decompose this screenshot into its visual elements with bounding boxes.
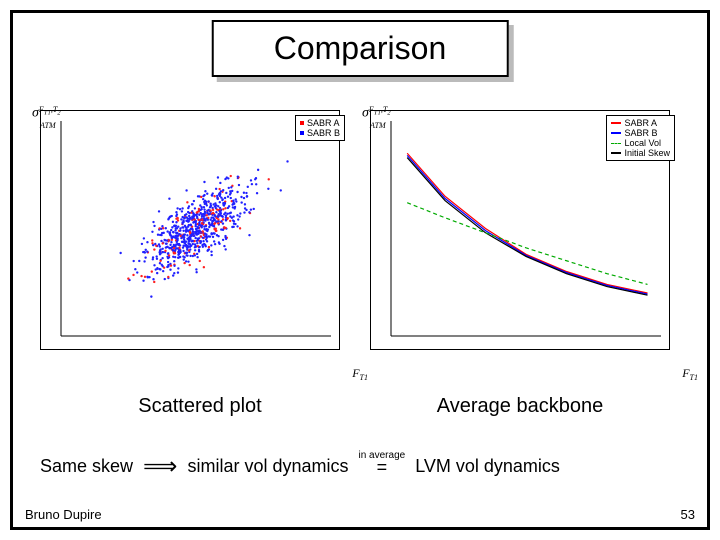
scatter-chart: σFT1,T2ATM SABR A SABR B FT1: [40, 110, 350, 380]
legend-item: SABR A: [300, 118, 340, 128]
legend-label: SABR A: [624, 118, 657, 128]
line-chart: σFT1,T2ATM SABR A SABR B Local Vol Initi…: [370, 110, 680, 380]
legend-label: SABR B: [624, 128, 657, 138]
legend-marker-icon: [300, 131, 304, 135]
formula-part3: LVM vol dynamics: [415, 456, 560, 477]
legend-swatch-icon: [611, 152, 621, 154]
chart-area: σFT1,T2ATM SABR A SABR B FT1 σFT1,T2ATM …: [40, 110, 680, 380]
caption-left: Scattered plot: [40, 395, 360, 418]
legend-item: SABR A: [611, 118, 670, 128]
legend-label: SABR B: [307, 128, 340, 138]
title-box: Comparison: [212, 20, 509, 77]
scatter-y-label: σFT1,T2ATM: [32, 105, 61, 136]
legend-label: Initial Skew: [624, 148, 670, 158]
legend-label: Local Vol: [624, 138, 661, 148]
footer-author: Bruno Dupire: [25, 507, 102, 522]
formula-line: Same skew ⟹ similar vol dynamics in aver…: [40, 450, 680, 482]
legend-item: Initial Skew: [611, 148, 670, 158]
legend-item: SABR B: [300, 128, 340, 138]
arrow-icon: ⟹: [143, 452, 177, 481]
line-x-label: FT1: [682, 366, 698, 382]
line-y-label: σFT1,T2ATM: [362, 105, 391, 136]
legend-swatch-icon: [611, 132, 621, 134]
caption-right: Average backbone: [360, 395, 680, 418]
formula-eq-group: in average =: [359, 450, 406, 482]
legend-marker-icon: [300, 121, 304, 125]
scatter-legend: SABR A SABR B: [295, 115, 345, 141]
line-legend: SABR A SABR B Local Vol Initial Skew: [606, 115, 675, 161]
formula-eq: =: [377, 457, 388, 478]
footer-page: 53: [681, 507, 695, 522]
legend-swatch-icon: [611, 143, 621, 144]
legend-item: SABR B: [611, 128, 670, 138]
legend-swatch-icon: [611, 122, 621, 124]
legend-item: Local Vol: [611, 138, 670, 148]
scatter-x-label: FT1: [352, 366, 368, 382]
slide-title: Comparison: [274, 30, 447, 66]
scatter-plot: [40, 110, 340, 350]
captions-row: Scattered plot Average backbone: [40, 395, 680, 418]
formula-part2: similar vol dynamics: [187, 456, 348, 477]
formula-part1: Same skew: [40, 456, 133, 477]
legend-label: SABR A: [307, 118, 340, 128]
